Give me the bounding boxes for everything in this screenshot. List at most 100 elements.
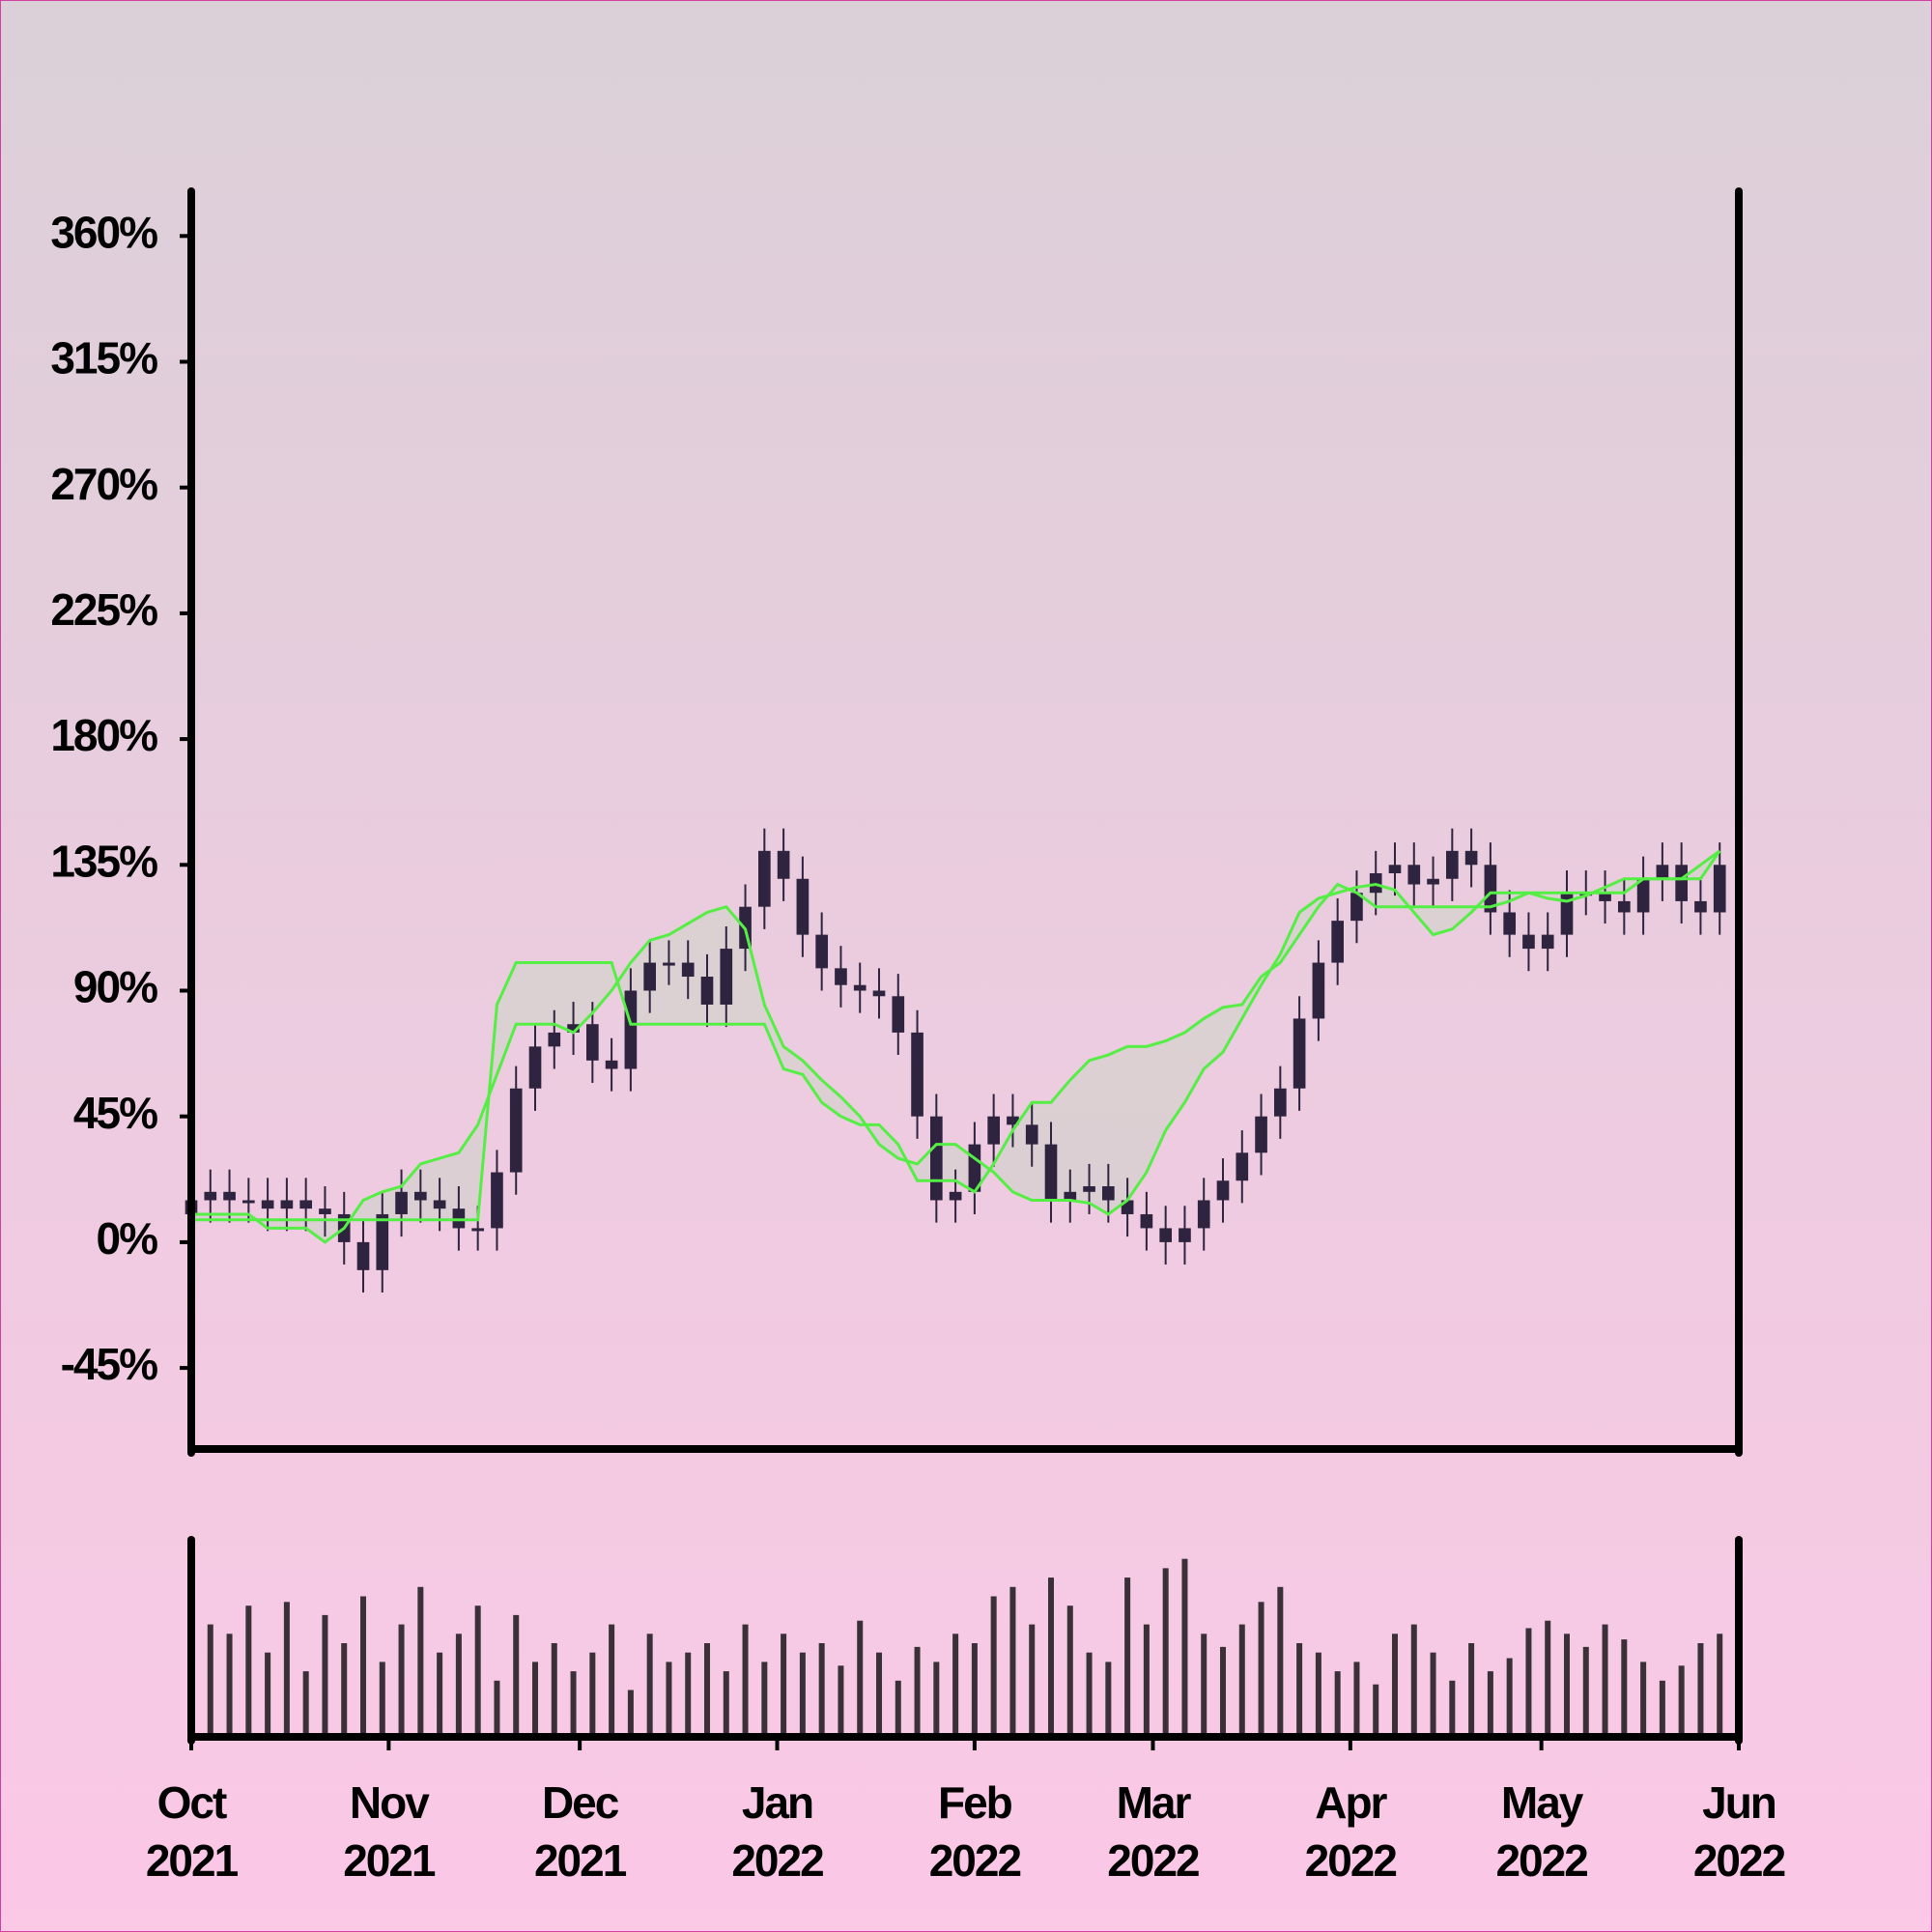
candle-body — [1140, 1213, 1153, 1229]
candle-body — [1636, 878, 1650, 913]
y-tick-label: 90% — [73, 962, 157, 1012]
y-tick-label: 225% — [50, 584, 157, 635]
volume-bar — [704, 1643, 710, 1737]
y-tick-label: 315% — [50, 333, 157, 384]
y-tick-label: 180% — [50, 710, 157, 760]
candle-body — [758, 850, 771, 907]
candle-body — [1159, 1228, 1172, 1242]
volume-bar — [1487, 1671, 1493, 1737]
x-tick-label: Oct 2021 — [145, 1777, 239, 1886]
candle-body — [1044, 1144, 1058, 1201]
candle-body — [1197, 1200, 1210, 1229]
x-tick-label: Jan 2022 — [731, 1777, 824, 1886]
volume-bar — [1582, 1646, 1589, 1737]
candle-body — [319, 1208, 331, 1214]
candle-body — [1025, 1124, 1038, 1145]
volume-bar — [1564, 1634, 1570, 1737]
candle-body — [1694, 900, 1707, 913]
candle-body — [1599, 893, 1611, 901]
candle-body — [1216, 1180, 1230, 1201]
y-tick-label: 45% — [73, 1088, 157, 1138]
y-tick-label: 135% — [50, 836, 157, 886]
volume-bar — [245, 1605, 252, 1737]
volume-bar — [723, 1671, 729, 1737]
volume-bar — [971, 1643, 978, 1737]
volume-bar — [1086, 1652, 1093, 1737]
candle-body — [1331, 921, 1344, 963]
y-tick-label: 0% — [97, 1213, 158, 1264]
y-tick-label: 270% — [50, 459, 157, 509]
volume-bar — [1545, 1620, 1551, 1737]
volume-bar — [1640, 1662, 1647, 1737]
volume-bar — [781, 1634, 787, 1737]
y-tick-label: 360% — [50, 207, 157, 257]
candle-body — [395, 1191, 408, 1214]
volume-bar — [1373, 1684, 1379, 1737]
volume-bar — [799, 1652, 806, 1737]
volume-bar — [226, 1634, 233, 1737]
candle-body — [1713, 865, 1726, 913]
volume-bar — [1717, 1634, 1723, 1737]
volume-bar — [1201, 1634, 1208, 1737]
volume-bar — [207, 1624, 213, 1737]
volume-bar — [876, 1652, 882, 1737]
candle-body — [643, 962, 656, 991]
volume-bar — [1659, 1680, 1665, 1737]
candle-body — [1446, 850, 1459, 879]
volume-bar — [666, 1662, 672, 1737]
volume-bar — [1029, 1624, 1036, 1737]
cloud-line — [191, 849, 1721, 1222]
volume-bar — [417, 1586, 424, 1737]
volume-bar — [398, 1624, 405, 1737]
volume-bar — [933, 1662, 940, 1737]
volume-bar — [1048, 1577, 1054, 1737]
volume-bar — [1621, 1639, 1628, 1737]
volume-bar — [1334, 1671, 1341, 1737]
volume-bar — [742, 1624, 749, 1737]
x-tick-label: Nov 2021 — [343, 1777, 436, 1886]
x-tick-label: May 2022 — [1495, 1777, 1588, 1886]
volume-bar — [895, 1680, 901, 1737]
candle-body — [949, 1191, 962, 1201]
volume-bar — [1697, 1643, 1704, 1737]
candle-body — [1350, 893, 1363, 922]
candle-body — [1618, 900, 1631, 913]
y-tick-label: -45% — [61, 1339, 157, 1389]
candle-body — [1255, 1116, 1267, 1153]
candle-body — [815, 934, 828, 969]
volume-bar — [1602, 1624, 1608, 1737]
volume-bar — [857, 1620, 864, 1737]
volume-bar — [589, 1652, 596, 1737]
candle-body — [777, 850, 790, 879]
volume-bar — [1143, 1624, 1150, 1737]
volume-bar — [1468, 1643, 1475, 1737]
candle-body — [892, 996, 905, 1033]
volume-bar — [1066, 1605, 1073, 1737]
volume-bar — [437, 1652, 443, 1737]
volume-bar — [1277, 1586, 1284, 1737]
volume-bar — [1296, 1643, 1303, 1737]
volume-bar — [455, 1634, 462, 1737]
volume-bar — [1353, 1662, 1360, 1737]
volume-bar — [302, 1671, 309, 1737]
candle-body — [261, 1200, 274, 1209]
volume-bar — [1124, 1577, 1131, 1737]
x-tick-label: Mar 2022 — [1107, 1777, 1200, 1886]
volume-bar — [1009, 1586, 1016, 1737]
candle-body — [663, 962, 675, 966]
volume-bar — [283, 1602, 290, 1737]
volume-bar — [761, 1662, 768, 1737]
volume-bar — [379, 1662, 385, 1737]
volume-bar — [1525, 1628, 1532, 1737]
x-tick-label: Apr 2022 — [1304, 1777, 1398, 1886]
volume-bar — [685, 1652, 692, 1737]
candle-body — [796, 878, 810, 935]
x-tick-label: Dec 2021 — [533, 1777, 627, 1886]
candle-body — [1484, 865, 1497, 913]
volume-bar — [990, 1596, 997, 1737]
candle-body — [1312, 962, 1325, 1019]
candle-body — [1522, 934, 1535, 950]
volume-bar — [341, 1643, 348, 1737]
volume-bar — [1162, 1568, 1169, 1737]
